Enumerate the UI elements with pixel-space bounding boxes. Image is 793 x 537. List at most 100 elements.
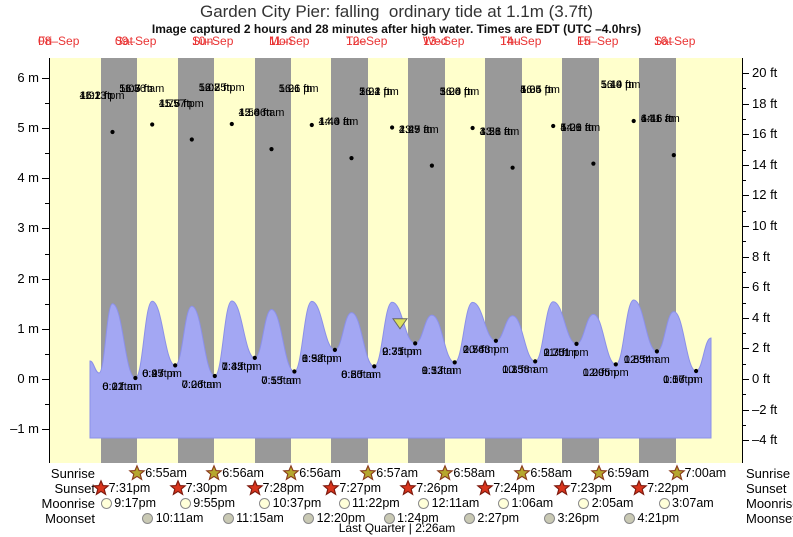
low-tide-dot — [252, 355, 257, 360]
annotation-line: 6:11 am — [640, 113, 680, 126]
star-shape — [630, 479, 648, 496]
sunset-star-icon — [91, 479, 110, 496]
left-axis-label: 1 m — [17, 320, 39, 336]
chart-subtitle: Image captured 2 hours and 28 minutes af… — [151, 22, 642, 36]
star-shape — [553, 479, 571, 496]
astro-time: 6:56am — [299, 466, 341, 480]
astro-time: 7:31pm — [108, 481, 151, 495]
annotation-line: 9:35 pm — [382, 346, 422, 359]
right-axis-minor-tick — [742, 210, 746, 212]
annotation-line: 1.1 ft — [502, 364, 527, 377]
right-axis-minor-tick — [742, 271, 746, 273]
right-axis-tick — [742, 103, 749, 105]
sunrise-star-icon — [359, 464, 377, 481]
annotation-line: 2.3 ft — [543, 346, 568, 359]
right-axis-minor-tick — [742, 363, 746, 365]
annotation-line: 0.58 m — [301, 352, 336, 365]
sunset-star-icon — [553, 479, 571, 496]
moonrise-circle-icon — [658, 498, 670, 509]
sunrise-star-icon — [205, 464, 223, 481]
annotation-line: 9:52 am — [421, 365, 462, 378]
sunrise-star-icon — [667, 464, 686, 481]
annotation-line: 4:35 pm — [520, 84, 560, 96]
annotation-line: 11:57 pm — [158, 97, 204, 110]
annotation-line: 3:28 pm — [439, 86, 480, 98]
moonrise-circle-icon — [100, 498, 112, 509]
left-axis-label: 2 m — [17, 270, 39, 286]
annotation-line: 0.5 ft — [663, 374, 688, 386]
sunset-star-icon — [322, 479, 341, 496]
annotation-line: 1.0 ft — [582, 367, 608, 380]
high-tide-dot — [349, 156, 354, 161]
astro-row-label-left: Moonset — [45, 511, 95, 526]
annotation-line: 1.1 ft — [421, 365, 447, 378]
annotation-line: 0.15 m — [261, 374, 296, 387]
right-axis-label: 2 ft — [752, 340, 771, 356]
annotation-line: 7:55 am — [261, 374, 302, 387]
astro-row-label-left: Sunrise — [50, 466, 95, 481]
annotation-line: 15.6 ft — [158, 97, 190, 110]
annotation-line: 0.76 m — [462, 343, 497, 356]
right-axis-label: 20 ft — [752, 65, 778, 80]
right-axis-minor-tick — [742, 180, 746, 182]
annotation-line: 16.9 ft — [600, 79, 632, 91]
astro-time: 6:57am — [376, 466, 418, 480]
day-name: Sat — [654, 34, 673, 48]
right-axis-tick — [742, 409, 749, 411]
high-tide-dot — [470, 125, 475, 131]
annotation-line: 3:56 am — [479, 125, 520, 138]
left-axis-label: 0 m — [17, 371, 39, 386]
annotation-line: 1:21 pm — [278, 83, 319, 95]
astro-time: 9:17pm — [114, 496, 156, 510]
annotation-line: 8:50 am — [341, 369, 382, 382]
star-shape — [128, 464, 146, 481]
left-axis-label: 5 m — [17, 120, 39, 135]
right-axis-minor-tick — [742, 394, 746, 396]
high-tide-dot — [309, 122, 314, 128]
astro-time: 6:58am — [453, 466, 496, 480]
high-tide-dot — [510, 165, 515, 170]
day-date: 15–Sep — [577, 34, 619, 48]
annotation-line: 5.01 m — [359, 85, 393, 98]
right-axis-tick — [742, 195, 749, 197]
annotation-line: 12:05 pm — [582, 367, 629, 380]
annotation-line: 2:47 am — [398, 123, 439, 136]
moonrise-circle-icon — [498, 498, 509, 509]
left-axis-tick — [42, 379, 49, 380]
star-shape — [399, 479, 417, 496]
annotation-line: 0.71 m — [382, 346, 416, 359]
moonset-circle-icon — [544, 513, 555, 524]
right-axis-minor-tick — [742, 241, 746, 243]
annotation-line: 0.9 ft — [142, 368, 167, 381]
annotation-line: 4.21 m — [479, 125, 514, 138]
sunset-star-icon — [630, 479, 648, 496]
annotation-line: 10:58 am — [502, 364, 549, 377]
left-axis-tick — [42, 429, 49, 431]
right-axis-label: 16 ft — [752, 126, 778, 142]
annotation-line: 5:40 pm — [600, 79, 641, 91]
astro-time: 7:30pm — [185, 481, 228, 495]
annotation-line: 4.58 m — [238, 107, 273, 120]
star-shape — [168, 479, 187, 496]
day-date: 14–Sep — [500, 34, 542, 48]
annotation-line: 0.5 ft — [261, 374, 286, 387]
high-tide-dot — [591, 161, 596, 166]
right-axis-label: 0 ft — [752, 371, 771, 386]
left-axis-tick — [42, 77, 49, 79]
annotation-line: 2:22 pm — [359, 85, 399, 98]
day-date: 12–Sep — [346, 34, 388, 48]
left-axis-tick — [42, 128, 49, 129]
right-axis-tick — [742, 134, 749, 136]
annotation-line: 0.25 m — [341, 369, 375, 382]
day-name: Wed — [423, 34, 448, 48]
right-axis-tick — [742, 317, 749, 319]
annotation-line: 1.9 ft — [301, 352, 327, 365]
low-tide-dot — [212, 373, 217, 379]
moonrise-circle-icon — [259, 498, 271, 509]
moon-phase-text: Last Quarter | 2:26am — [338, 521, 456, 535]
annotation-line: 10:43 pm — [462, 343, 509, 356]
astro-time: 6:59am — [607, 466, 650, 480]
annotation-line: 5.04 m — [520, 84, 554, 96]
right-axis-minor-tick — [742, 333, 746, 335]
